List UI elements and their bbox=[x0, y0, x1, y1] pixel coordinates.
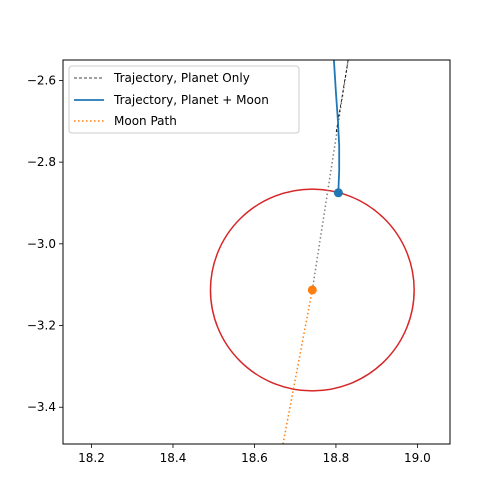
y-axis: −2.6 −2.8 −3.0 −3.2 −3.4 bbox=[27, 73, 63, 414]
x-tick-label: 18.6 bbox=[241, 451, 268, 465]
y-tick-label: −3.2 bbox=[27, 319, 56, 333]
y-tick-label: −2.8 bbox=[27, 155, 56, 169]
orbit-circle bbox=[209, 188, 415, 392]
legend: Trajectory, Planet Only Trajectory, Plan… bbox=[68, 65, 300, 134]
legend-box bbox=[68, 65, 300, 134]
y-tick-label: −2.6 bbox=[27, 73, 56, 87]
x-tick-label: 18.4 bbox=[160, 451, 187, 465]
planet-moon-trajectory-line bbox=[333, 60, 341, 191]
plot-area bbox=[209, 60, 415, 444]
moon-path-line bbox=[282, 289, 314, 444]
x-tick-label: 19.0 bbox=[404, 451, 431, 465]
legend-label-planet-only: Trajectory, Planet Only bbox=[113, 71, 250, 85]
x-tick-label: 18.8 bbox=[323, 451, 350, 465]
legend-label-planet-moon: Trajectory, Planet + Moon bbox=[113, 93, 269, 107]
marker-point-1 bbox=[307, 285, 317, 295]
y-tick-label: −3.0 bbox=[27, 237, 56, 251]
extrapolated-line-0 bbox=[311, 60, 349, 291]
y-tick-label: −3.4 bbox=[27, 400, 56, 414]
legend-label-moon-path: Moon Path bbox=[114, 114, 177, 128]
x-tick-label: 18.2 bbox=[78, 451, 105, 465]
axes-frame bbox=[62, 59, 451, 445]
x-axis: 18.2 18.4 18.6 18.8 19.0 bbox=[78, 444, 431, 465]
marker-point-0 bbox=[333, 188, 343, 198]
